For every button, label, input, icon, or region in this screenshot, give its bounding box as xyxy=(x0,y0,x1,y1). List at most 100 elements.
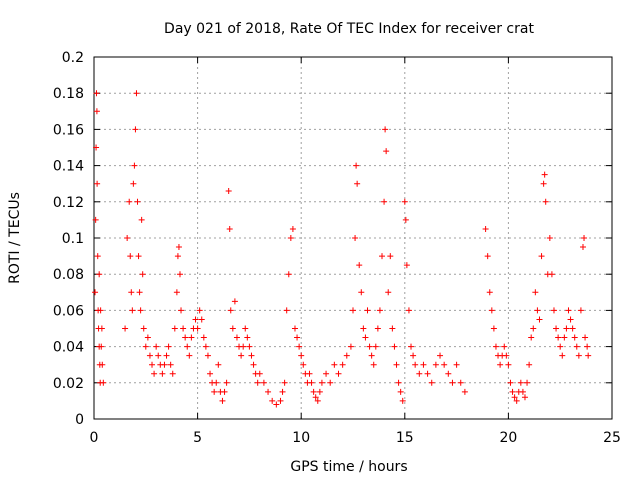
data-point xyxy=(412,361,419,368)
data-point xyxy=(149,361,156,368)
data-point xyxy=(323,370,330,377)
data-point xyxy=(401,198,408,205)
y-tick-label: 0.14 xyxy=(53,159,84,175)
data-point xyxy=(186,352,193,359)
data-point xyxy=(490,325,497,332)
data-point xyxy=(379,253,386,260)
data-point xyxy=(482,225,489,232)
data-point xyxy=(432,361,439,368)
data-point xyxy=(327,379,334,386)
data-point xyxy=(254,379,261,386)
data-point xyxy=(244,334,251,341)
data-point xyxy=(354,180,361,187)
data-point xyxy=(215,361,222,368)
data-point xyxy=(93,108,100,115)
data-point xyxy=(127,253,134,260)
data-point xyxy=(555,334,562,341)
x-axis-label: GPS time / hours xyxy=(290,459,407,475)
data-point xyxy=(364,307,371,314)
data-point xyxy=(541,171,548,178)
data-point xyxy=(486,289,493,296)
data-point xyxy=(405,307,412,314)
data-point xyxy=(389,325,396,332)
data-point xyxy=(98,343,105,350)
data-point xyxy=(137,307,144,314)
data-point xyxy=(416,370,423,377)
data-point xyxy=(142,343,149,350)
data-point xyxy=(129,307,136,314)
data-point xyxy=(130,180,137,187)
data-point xyxy=(207,370,214,377)
data-point xyxy=(408,343,415,350)
data-point xyxy=(382,126,389,133)
data-point xyxy=(184,343,191,350)
data-point xyxy=(366,343,373,350)
data-point xyxy=(521,394,528,401)
data-point xyxy=(575,352,582,359)
data-point xyxy=(98,325,105,332)
data-point xyxy=(227,307,234,314)
data-point xyxy=(517,379,524,386)
data-point xyxy=(260,379,267,386)
x-tick-label: 0 xyxy=(90,430,99,446)
data-point xyxy=(132,126,139,133)
data-point xyxy=(200,334,207,341)
data-point xyxy=(579,244,586,251)
data-point xyxy=(196,307,203,314)
data-point xyxy=(135,253,142,260)
data-point xyxy=(277,397,284,404)
data-point xyxy=(238,352,245,359)
data-point xyxy=(94,253,101,260)
data-point xyxy=(233,334,240,341)
data-point xyxy=(316,388,323,395)
data-point xyxy=(492,343,499,350)
data-point xyxy=(240,343,247,350)
data-point xyxy=(281,379,288,386)
data-point xyxy=(497,361,504,368)
data-point xyxy=(360,325,367,332)
data-point xyxy=(198,316,205,323)
data-point xyxy=(501,343,508,350)
data-point xyxy=(403,262,410,269)
data-point xyxy=(126,198,133,205)
data-point xyxy=(128,289,135,296)
data-point xyxy=(584,343,591,350)
data-point xyxy=(192,316,199,323)
data-point xyxy=(445,370,452,377)
data-point xyxy=(300,361,307,368)
data-point xyxy=(383,148,390,155)
y-tick-label: 0.08 xyxy=(53,267,84,283)
data-point xyxy=(538,253,545,260)
data-point xyxy=(256,370,263,377)
data-point xyxy=(391,343,398,350)
data-point xyxy=(225,187,232,194)
y-tick-label: 0.2 xyxy=(62,50,84,66)
data-point xyxy=(402,216,409,223)
y-tick-label: 0.16 xyxy=(53,122,84,138)
data-point xyxy=(99,361,106,368)
data-point xyxy=(453,361,460,368)
data-point xyxy=(144,334,151,341)
x-tick-label: 15 xyxy=(396,430,414,446)
data-point xyxy=(420,361,427,368)
data-point xyxy=(231,298,238,305)
data-point xyxy=(581,235,588,241)
data-point xyxy=(159,370,166,377)
data-point xyxy=(96,271,103,278)
x-tick-label: 10 xyxy=(292,430,310,446)
data-point xyxy=(296,343,303,350)
data-point xyxy=(175,244,182,251)
data-point xyxy=(546,235,553,241)
data-point xyxy=(246,343,253,350)
data-point xyxy=(273,401,280,408)
y-axis-label: ROTI / TECUs xyxy=(7,192,23,284)
data-point xyxy=(250,361,257,368)
data-point xyxy=(410,352,417,359)
data-point xyxy=(352,235,359,241)
data-point xyxy=(424,370,431,377)
data-point xyxy=(306,370,313,377)
data-point xyxy=(122,325,129,332)
data-point xyxy=(553,325,560,332)
data-point xyxy=(182,334,189,341)
data-point xyxy=(213,379,220,386)
